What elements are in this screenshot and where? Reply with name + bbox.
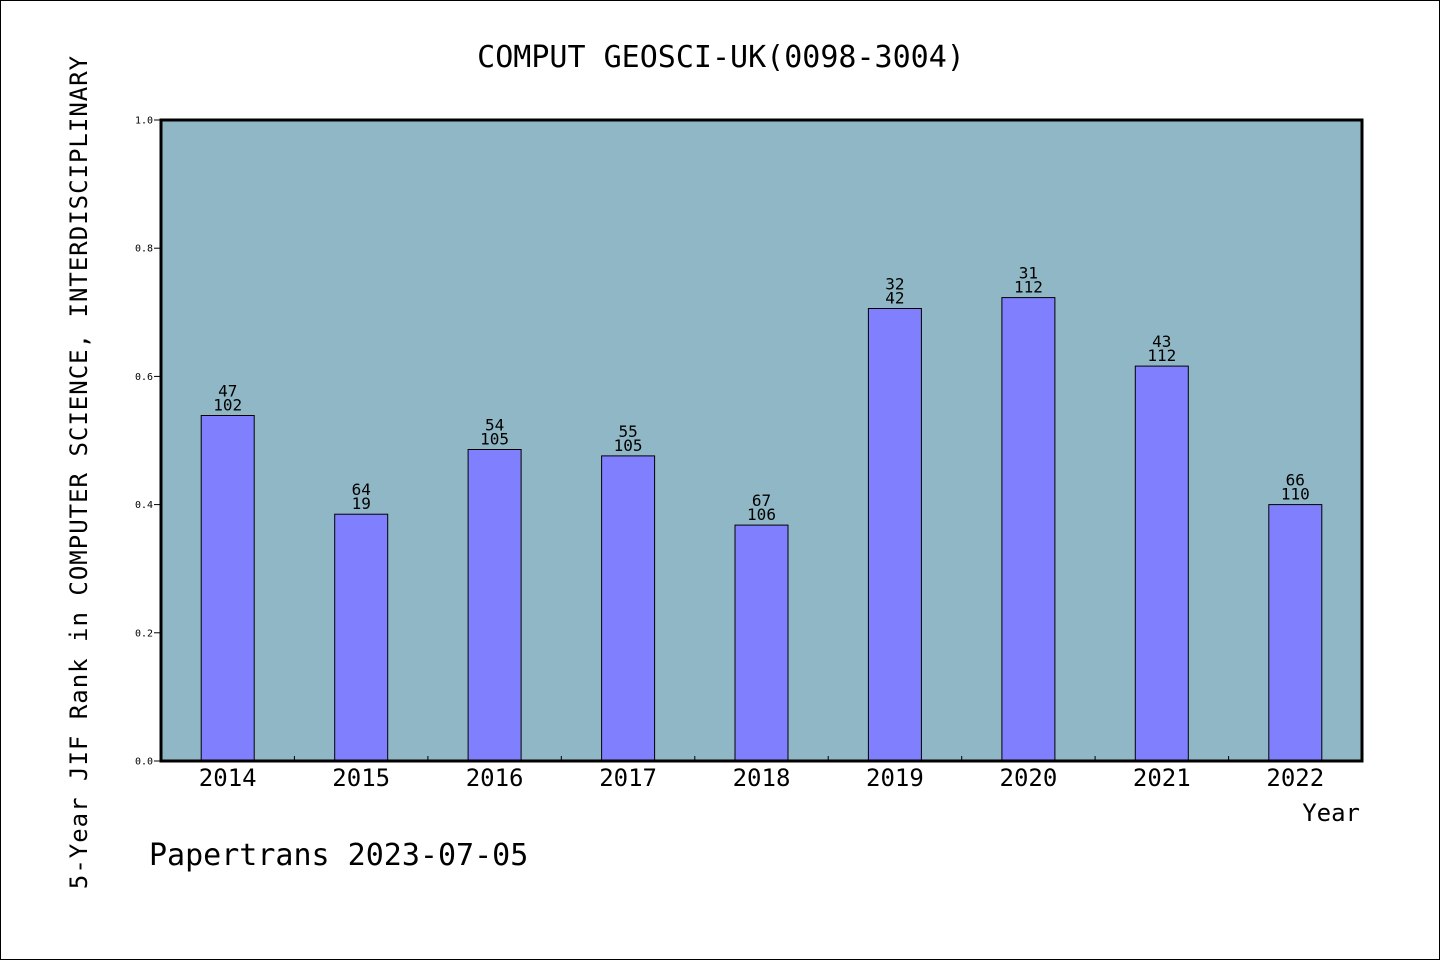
y-tick-label: 0.4 bbox=[135, 500, 153, 511]
x-tick-label-2021: 2021 bbox=[1133, 764, 1191, 792]
bar-2014 bbox=[200, 415, 255, 762]
y-tick-label: 0.6 bbox=[135, 372, 153, 383]
bar-2022 bbox=[1268, 504, 1323, 762]
bar-label-bottom-2014: 102 bbox=[213, 396, 242, 415]
y-tick-label: 1.0 bbox=[135, 116, 153, 127]
plot-border bbox=[159, 118, 1364, 763]
x-tick-label-2018: 2018 bbox=[733, 764, 791, 792]
bar-label-top-2020: 31 bbox=[1019, 264, 1038, 283]
bar-label-top-2018: 67 bbox=[752, 491, 771, 510]
x-tick-label-2020: 2020 bbox=[1000, 764, 1058, 792]
bar-label-bottom-2019: 42 bbox=[885, 289, 904, 308]
bar-label-bottom-2021: 112 bbox=[1147, 346, 1176, 365]
y-tick-label: 0.8 bbox=[135, 244, 153, 255]
bar-label-bottom-2022: 110 bbox=[1281, 485, 1310, 504]
x-tick-label-2015: 2015 bbox=[332, 764, 390, 792]
chart-title: COMPUT GEOSCI-UK(0098-3004) bbox=[477, 40, 965, 75]
bar-label-bottom-2016: 105 bbox=[480, 430, 509, 449]
bars-group bbox=[200, 297, 1323, 762]
x-ticks-group: 2014 2015 2016 2017 2018 2019 2020 2021 2022 bbox=[199, 756, 1324, 792]
bar-label-top-2016: 54 bbox=[485, 416, 504, 435]
bar-label-bottom-2020: 112 bbox=[1014, 278, 1043, 297]
x-tick-label-2019: 2019 bbox=[866, 764, 924, 792]
bar-2015 bbox=[334, 513, 389, 762]
y-ticks-group: 0.0 0.2 0.4 0.6 0.8 1.0 bbox=[135, 116, 161, 768]
bar-label-top-2021: 43 bbox=[1152, 332, 1171, 351]
y-tick-label: 0.2 bbox=[135, 628, 153, 639]
bar-label-top-2019: 32 bbox=[885, 275, 904, 294]
y-tick-label: 0.0 bbox=[135, 757, 153, 768]
x-tick-label-2016: 2016 bbox=[466, 764, 524, 792]
x-tick-label-2017: 2017 bbox=[599, 764, 657, 792]
bar-label-top-2015: 64 bbox=[352, 480, 371, 499]
x-tick-label-2014: 2014 bbox=[199, 764, 257, 792]
bar-2020 bbox=[1001, 297, 1056, 762]
bar-label-bottom-2015: 19 bbox=[352, 494, 371, 513]
bar-label-top-2017: 55 bbox=[618, 422, 637, 441]
footer-text: Papertrans 2023-07-05 bbox=[149, 838, 528, 873]
bar-label-top-2022: 66 bbox=[1286, 471, 1305, 490]
y-axis-label: 5-Year JIF Rank in COMPUTER SCIENCE, INT… bbox=[65, 55, 93, 889]
bar-2016 bbox=[467, 449, 522, 762]
x-tick-label-2022: 2022 bbox=[1266, 764, 1324, 792]
bar-label-top-2014: 47 bbox=[218, 382, 237, 401]
bar-2021 bbox=[1134, 365, 1189, 762]
bar-label-bottom-2017: 105 bbox=[614, 436, 643, 455]
bar-label-bottom-2018: 106 bbox=[747, 505, 776, 524]
x-axis-label: Year bbox=[1302, 799, 1360, 827]
bar-2019 bbox=[867, 308, 922, 762]
bar-2017 bbox=[601, 455, 656, 762]
bar-2018 bbox=[734, 524, 789, 762]
